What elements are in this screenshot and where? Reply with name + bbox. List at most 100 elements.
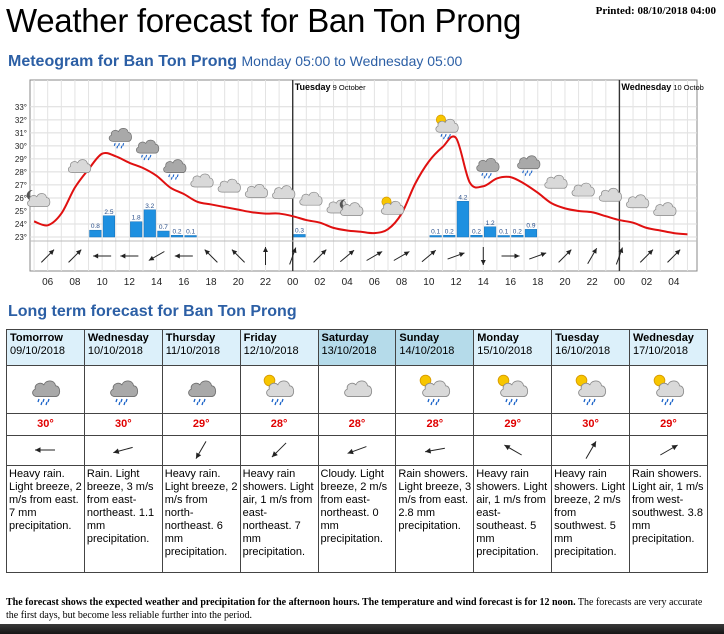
x-tick-label: 04 xyxy=(668,277,680,288)
day-label: Wednesday 10 Octob xyxy=(621,82,703,92)
day-name: Thursday xyxy=(165,332,216,344)
day-description: Heavy rain. Light breeze, 2 m/s from nor… xyxy=(161,465,241,573)
y-tick-label: 25° xyxy=(15,207,27,216)
day-description: Rain showers. Light air, 1 m/s from west… xyxy=(629,465,708,573)
x-tick-label: 18 xyxy=(205,277,217,288)
day-header: Tuesday 16/10/2018 xyxy=(551,329,630,366)
wind-row xyxy=(6,435,708,466)
precip-label: 1.2 xyxy=(486,220,495,227)
day-weather-icon-cell xyxy=(239,365,319,414)
y-tick-label: 24° xyxy=(15,220,27,229)
day-weather-icon-cell xyxy=(629,365,708,414)
wind-arrow xyxy=(262,247,268,265)
x-tick-label: 12 xyxy=(451,277,463,288)
precip-bar xyxy=(470,235,483,238)
x-tick-label: 10 xyxy=(423,277,435,288)
day-name: Saturday xyxy=(321,332,369,344)
day-description: Heavy rain. Light breeze, 2 m/s from eas… xyxy=(6,465,85,573)
x-tick-label: 04 xyxy=(342,277,354,288)
long-term-title: Long term forecast for Ban Ton Prong xyxy=(8,303,297,320)
wind-arrow xyxy=(289,247,297,265)
day-date: 14/10/2018 xyxy=(399,345,455,357)
precip-label: 0.2 xyxy=(513,228,522,235)
day-weather-icon-cell xyxy=(83,365,163,414)
day-wind-cell xyxy=(473,435,553,466)
printed-timestamp: Printed: 08/10/2018 04:00 xyxy=(595,5,716,17)
cloud-light-rain-icon xyxy=(110,380,139,406)
precip-label: 2.5 xyxy=(104,209,113,216)
x-tick-label: 02 xyxy=(641,277,653,288)
day-date: 11/10/2018 xyxy=(165,345,220,357)
x-tick-label: 00 xyxy=(287,277,299,288)
y-tick-label: 28° xyxy=(15,168,27,177)
temperature-row: 30° 30° 29° 28° 28° 28° 29° 30° 29° xyxy=(6,413,708,436)
day-date: 15/10/2018 xyxy=(477,345,533,357)
y-tick-label: 31° xyxy=(15,129,27,138)
meteogram-title-text: Meteogram for Ban Ton Prong xyxy=(8,53,238,70)
wind-arrow-icon xyxy=(35,447,56,453)
x-tick-label: 18 xyxy=(532,277,544,288)
day-wind-cell xyxy=(161,435,241,466)
precip-label: 0.2 xyxy=(472,228,481,235)
x-tick-label: 08 xyxy=(396,277,408,288)
precip-label: 0.2 xyxy=(445,228,454,235)
precip-bar xyxy=(293,234,306,238)
day-date: 10/10/2018 xyxy=(87,345,143,357)
precip-bar xyxy=(102,215,116,238)
wind-arrow xyxy=(529,252,547,260)
x-tick-label: 16 xyxy=(178,277,190,288)
wind-arrow-icon xyxy=(195,441,207,459)
precip-label: 0.3 xyxy=(295,227,304,234)
precip-label: 0.2 xyxy=(172,228,181,235)
y-tick-label: 26° xyxy=(15,194,27,203)
cloudy-icon xyxy=(598,187,622,202)
precip-bar xyxy=(484,226,497,238)
wind-arrow xyxy=(366,251,383,261)
precip-bar xyxy=(456,201,469,238)
y-tick-label: 33° xyxy=(15,103,27,112)
description-row: Heavy rain. Light breeze, 2 m/s from eas… xyxy=(6,465,708,573)
day-description: Heavy rain showers. Light breeze, 2 m/s … xyxy=(551,465,630,573)
day-description: Rain showers. Light breeze, 3 m/s from e… xyxy=(395,465,475,573)
day-date: 16/10/2018 xyxy=(555,345,611,357)
bottom-bar xyxy=(0,624,724,634)
temperature-line xyxy=(33,135,688,236)
precip-bar xyxy=(511,235,524,238)
wind-arrow xyxy=(204,249,218,263)
wind-arrow xyxy=(501,253,520,259)
precip-bar xyxy=(443,235,456,238)
day-temperature: 30° xyxy=(83,413,163,436)
wind-arrow-icon xyxy=(113,446,134,454)
x-tick-label: 08 xyxy=(69,277,81,288)
day-description: Heavy rain showers. Light air, 1 m/s fro… xyxy=(473,465,553,573)
day-description: Heavy rain showers. Light air, 1 m/s fro… xyxy=(239,465,319,573)
precip-bar xyxy=(157,230,170,238)
precip-label: 4.2 xyxy=(458,194,467,201)
cloud-light-rain-icon xyxy=(476,157,500,179)
wind-arrow xyxy=(174,253,193,259)
chart-axes: 23° 24° 25° 26° 27° 28° 29° 30° 31° 32° 33° Tuesday… xyxy=(15,82,704,288)
day-date: 13/10/2018 xyxy=(321,345,377,357)
day-header: Wednesday 10/10/2018 xyxy=(83,329,163,366)
cloudy-icon xyxy=(653,202,677,216)
wind-arrow xyxy=(587,247,598,265)
day-temperature: 29° xyxy=(629,413,708,436)
day-wind-cell xyxy=(239,435,319,466)
icon-row xyxy=(6,365,708,414)
wind-arrow xyxy=(120,253,139,259)
day-weather-icon-cell xyxy=(161,365,241,414)
day-name: Friday xyxy=(243,332,277,344)
temperature-series-line xyxy=(33,135,688,236)
day-header: Wednesday 17/10/2018 xyxy=(629,329,708,366)
day-header: Saturday 13/10/2018 xyxy=(317,329,397,366)
precip-bar xyxy=(143,209,156,238)
x-tick-label: 02 xyxy=(314,277,326,288)
day-name: Sunday xyxy=(399,332,440,344)
meteogram-subtitle: Monday 05:00 to Wednesday 05:00 xyxy=(241,53,463,69)
day-temperature: 29° xyxy=(473,413,553,436)
day-temperature: 30° xyxy=(551,413,630,436)
day-temperature: 30° xyxy=(6,413,85,436)
day-name: Tomorrow xyxy=(10,332,63,344)
wind-arrow xyxy=(447,252,465,260)
day-weather-icon-cell xyxy=(395,365,475,414)
